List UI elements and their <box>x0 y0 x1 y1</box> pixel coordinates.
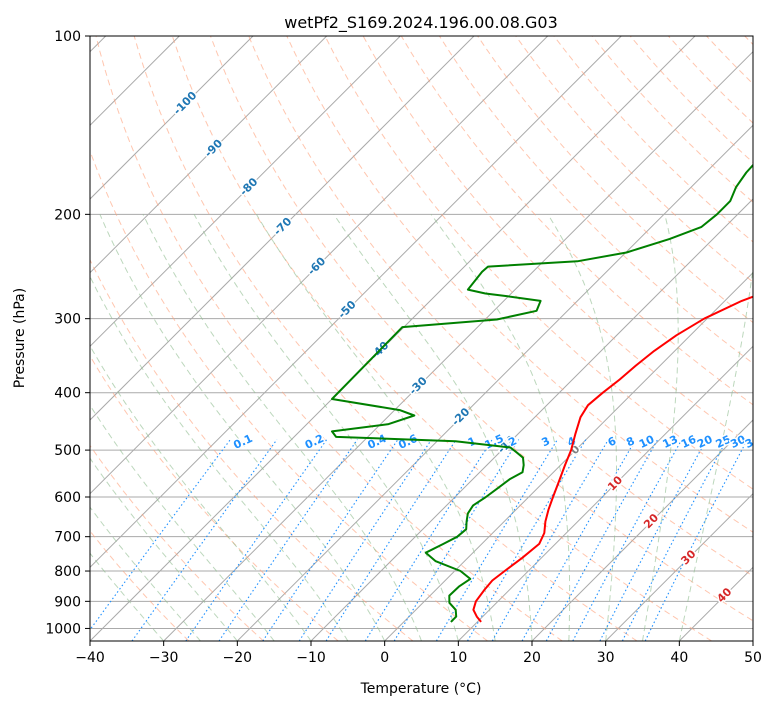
y-tick-label: 600 <box>54 490 81 506</box>
x-axis-label: Temperature (°C) <box>360 681 482 697</box>
x-tick-label: 10 <box>449 650 467 666</box>
isotherm-line <box>605 492 753 641</box>
mixing-ratio-line <box>262 439 399 641</box>
dry-adiabat-line <box>133 36 638 641</box>
dry-adiabat-line <box>90 444 264 641</box>
sounding-lines <box>331 163 753 623</box>
moist-adiabat-line <box>90 404 275 641</box>
moist-adiabat-line <box>99 214 386 641</box>
mixing-ratio-line <box>599 439 707 641</box>
plot-frame <box>89 35 754 642</box>
mixing-ratio-label: 10 <box>637 433 657 451</box>
moist-adiabat-line <box>142 214 422 641</box>
isotherm-line <box>90 36 475 421</box>
mixing-ratio-line <box>218 439 358 641</box>
dry-adiabat-line <box>629 36 753 164</box>
y-axis-label: Pressure (hPa) <box>12 288 28 388</box>
isotherm-line <box>90 36 254 200</box>
mixing-ratio-line <box>621 439 728 641</box>
isotherm-line <box>90 36 622 569</box>
x-tick-label: −20 <box>223 650 253 666</box>
mixing-ratio-line <box>521 439 637 641</box>
dry-adiabat-line <box>362 36 753 448</box>
dry-adiabat-line <box>591 36 753 203</box>
isotherm-line <box>90 36 549 495</box>
isotherm-line <box>531 419 753 641</box>
y-tick-label: 200 <box>54 207 81 223</box>
dry-adiabat-line <box>95 36 563 641</box>
moist-adiabat-line <box>193 214 459 641</box>
isotherm-line <box>236 124 753 641</box>
moist-adiabat-line <box>678 264 753 641</box>
isotherm-line <box>457 345 753 641</box>
mixing-ratio-line <box>185 439 328 641</box>
mixing-ratio-line <box>644 439 748 641</box>
y-tick-label: 1000 <box>45 621 81 637</box>
temperature-profile-line <box>472 295 753 623</box>
mixing-ratio-label: 36 <box>743 433 763 451</box>
x-tick-label: −40 <box>75 650 105 666</box>
mixing-ratio-line <box>435 439 558 641</box>
dry-adiabat-line <box>477 36 753 324</box>
mixing-ratio-line <box>298 439 432 641</box>
dry-adiabat-line <box>210 36 753 622</box>
y-tick-label: 800 <box>54 564 81 580</box>
x-tick-label: −30 <box>149 650 179 666</box>
y-tick-label: 100 <box>54 29 81 45</box>
chart-title: wetPf2_S169.2024.196.00.08.G03 <box>284 13 558 33</box>
dry-adiabat-line <box>400 36 753 406</box>
x-tick-label: 50 <box>744 650 762 666</box>
x-tick-label: −10 <box>296 650 326 666</box>
moist-adiabat-line <box>90 344 312 641</box>
x-tick-label: 40 <box>670 650 688 666</box>
moist-adiabat-line <box>430 214 571 641</box>
dewpoint-profile-line <box>331 163 753 623</box>
mixing-ratio-line <box>393 439 520 641</box>
x-tick-label: 30 <box>597 650 615 666</box>
mixing-ratio-line <box>131 439 278 641</box>
x-tick-label: 20 <box>523 650 541 666</box>
dry-adiabat-line <box>324 36 753 490</box>
moist-adiabat-line <box>547 214 617 641</box>
mixing-ratio-line <box>491 439 609 641</box>
isotherm-line <box>163 50 753 641</box>
moist-adiabat-line <box>90 457 238 641</box>
moist-adiabat-line <box>333 214 533 641</box>
isotherm-line <box>90 36 401 348</box>
isotherm-line <box>90 36 328 274</box>
mixing-ratio-line <box>90 439 231 631</box>
background-lines <box>90 36 753 641</box>
axes: −40 −30 −20 −10 0 10 20 30 40 50 100 200 300 400 500 60… <box>45 29 762 666</box>
x-tick-label: 0 <box>380 650 389 666</box>
dry-adiabat-line <box>171 36 712 641</box>
y-tick-label: 900 <box>54 594 81 610</box>
y-tick-label: 700 <box>54 530 81 546</box>
dry-adiabat-line <box>248 36 753 577</box>
dry-adiabat-line <box>515 36 753 283</box>
dry-adiabat-line <box>90 258 414 641</box>
moist-adiabat-line <box>642 214 679 641</box>
isotherm-line <box>384 271 753 641</box>
y-tick-label: 400 <box>54 386 81 402</box>
mixing-ratio-line <box>467 439 587 641</box>
y-tick-label: 300 <box>54 312 81 328</box>
y-tick-label: 500 <box>54 443 81 459</box>
